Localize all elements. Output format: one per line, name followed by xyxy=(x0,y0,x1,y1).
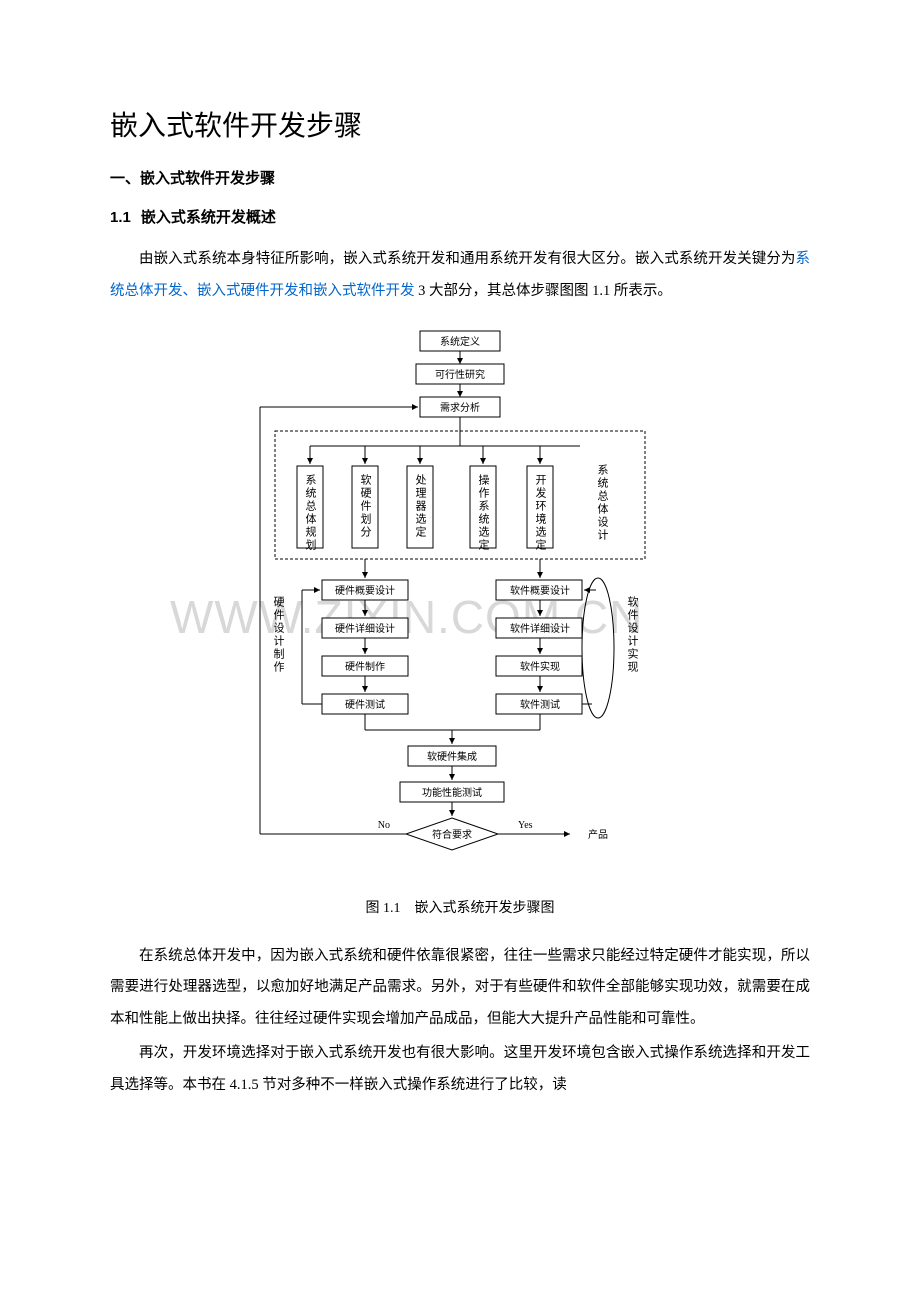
functest: 功能性能测试 xyxy=(422,786,482,799)
hw-test: 硬件测试 xyxy=(345,698,385,711)
col4: 操作系统选定 xyxy=(477,473,490,552)
yes-label: Yes xyxy=(518,820,533,831)
hw-overview: 硬件概要设计 xyxy=(335,584,395,597)
doc-title: 嵌入式软件开发步骤 xyxy=(110,100,810,153)
subsection-title: 嵌入式系统开发概述 xyxy=(141,210,276,226)
p1-a: 由嵌入式系统本身特征所影响，嵌入式系统开发和通用系统开发有很大区分。嵌入式系统开… xyxy=(139,251,796,267)
flowchart: WWW.ZIXIN.COM.CN 系统定义 可行性研究 需求分析 xyxy=(110,326,810,886)
paragraph-3: 再次，开发环境选择对于嵌入式系统开发也有很大影响。这里开发环境包含嵌入式操作系统… xyxy=(110,1038,810,1102)
node-sysdef: 系统定义 xyxy=(440,335,480,348)
sw-detail: 软件详细设计 xyxy=(510,622,570,635)
subsection-number: 1.1 xyxy=(110,209,131,226)
sw-test: 软件测试 xyxy=(520,698,560,711)
paragraph-2: 在系统总体开发中，因为嵌入式系统和硬件依靠很紧密，往往一些需求只能经过特定硬件才… xyxy=(110,941,810,1037)
decision: 符合要求 xyxy=(432,828,472,841)
paragraph-1: 由嵌入式系统本身特征所影响，嵌入式系统开发和通用系统开发有很大区分。嵌入式系统开… xyxy=(110,244,810,308)
product: 产品 xyxy=(588,828,608,841)
col3: 处理器选定 xyxy=(414,474,427,539)
section-heading: 一、嵌入式软件开发步骤 xyxy=(110,165,810,194)
p1-b: 3 大部分，其总体步骤图图 1.1 所表示。 xyxy=(415,283,672,299)
sw-overview: 软件概要设计 xyxy=(510,584,570,597)
col5: 开发环境选定 xyxy=(534,474,547,552)
col1: 系统总体规划 xyxy=(304,474,317,552)
node-req: 需求分析 xyxy=(440,401,480,414)
no-label: No xyxy=(378,820,390,831)
sw-impl: 软件实现 xyxy=(520,660,560,673)
subsection-heading: 1.1 嵌入式系统开发概述 xyxy=(110,204,810,233)
side-sw: 软件设计实现 xyxy=(626,595,639,674)
col2: 软硬件划分 xyxy=(359,473,372,539)
figure-caption: 图 1.1 嵌入式系统开发步骤图 xyxy=(110,896,810,923)
side-overall: 系统总体设计 xyxy=(596,464,609,542)
hw-detail: 硬件详细设计 xyxy=(335,622,395,635)
side-hw: 硬件设计制作 xyxy=(272,596,285,674)
hw-make: 硬件制作 xyxy=(345,660,385,673)
integration: 软硬件集成 xyxy=(427,750,477,763)
node-feas: 可行性研究 xyxy=(435,368,485,381)
